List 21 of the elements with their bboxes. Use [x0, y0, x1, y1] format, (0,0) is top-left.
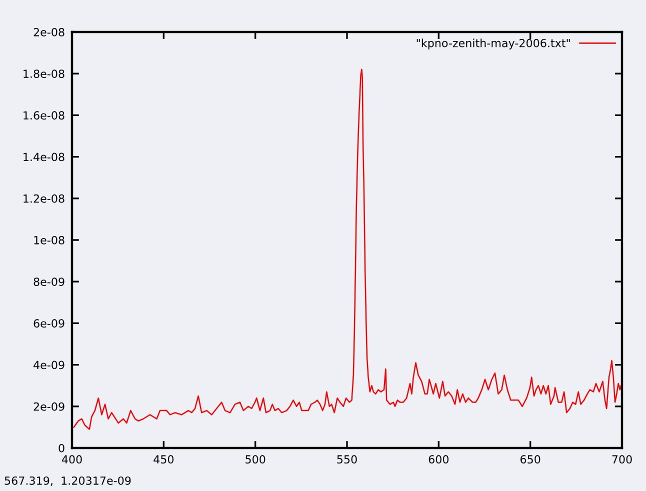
legend-label: "kpno-zenith-may-2006.txt"	[416, 38, 570, 50]
x-tick-label: 450	[154, 455, 174, 464]
y-tick-label: 1.8e-08	[24, 70, 64, 78]
x-tick-label: 400	[62, 455, 82, 464]
x-tick-label: 700	[612, 455, 632, 464]
y-tick-label: 1.4e-08	[24, 152, 64, 162]
x-tick-label: 500	[246, 455, 266, 464]
y-tick-label: 8e-09	[34, 278, 64, 286]
y-tick-label: 2e-08	[34, 28, 64, 36]
y-tick-label: 2e-09	[34, 402, 64, 411]
y-tick-label: 1.6e-08	[24, 111, 64, 120]
y-tick-label: 1e-08	[34, 236, 64, 244]
y-tick-label: 6e-09	[34, 319, 64, 328]
x-tick-label: 600	[428, 455, 449, 464]
x-tick-label: 550	[337, 455, 357, 464]
y-tick-label: 1.2e-08	[24, 194, 64, 203]
line-series	[73, 68, 622, 430]
y-tick-label: 0	[58, 444, 64, 452]
x-tick-label: 650	[520, 455, 540, 464]
text: 567.319, 1.20317e-09	[4, 476, 131, 486]
y-tick-label: 4e-09	[34, 360, 64, 370]
